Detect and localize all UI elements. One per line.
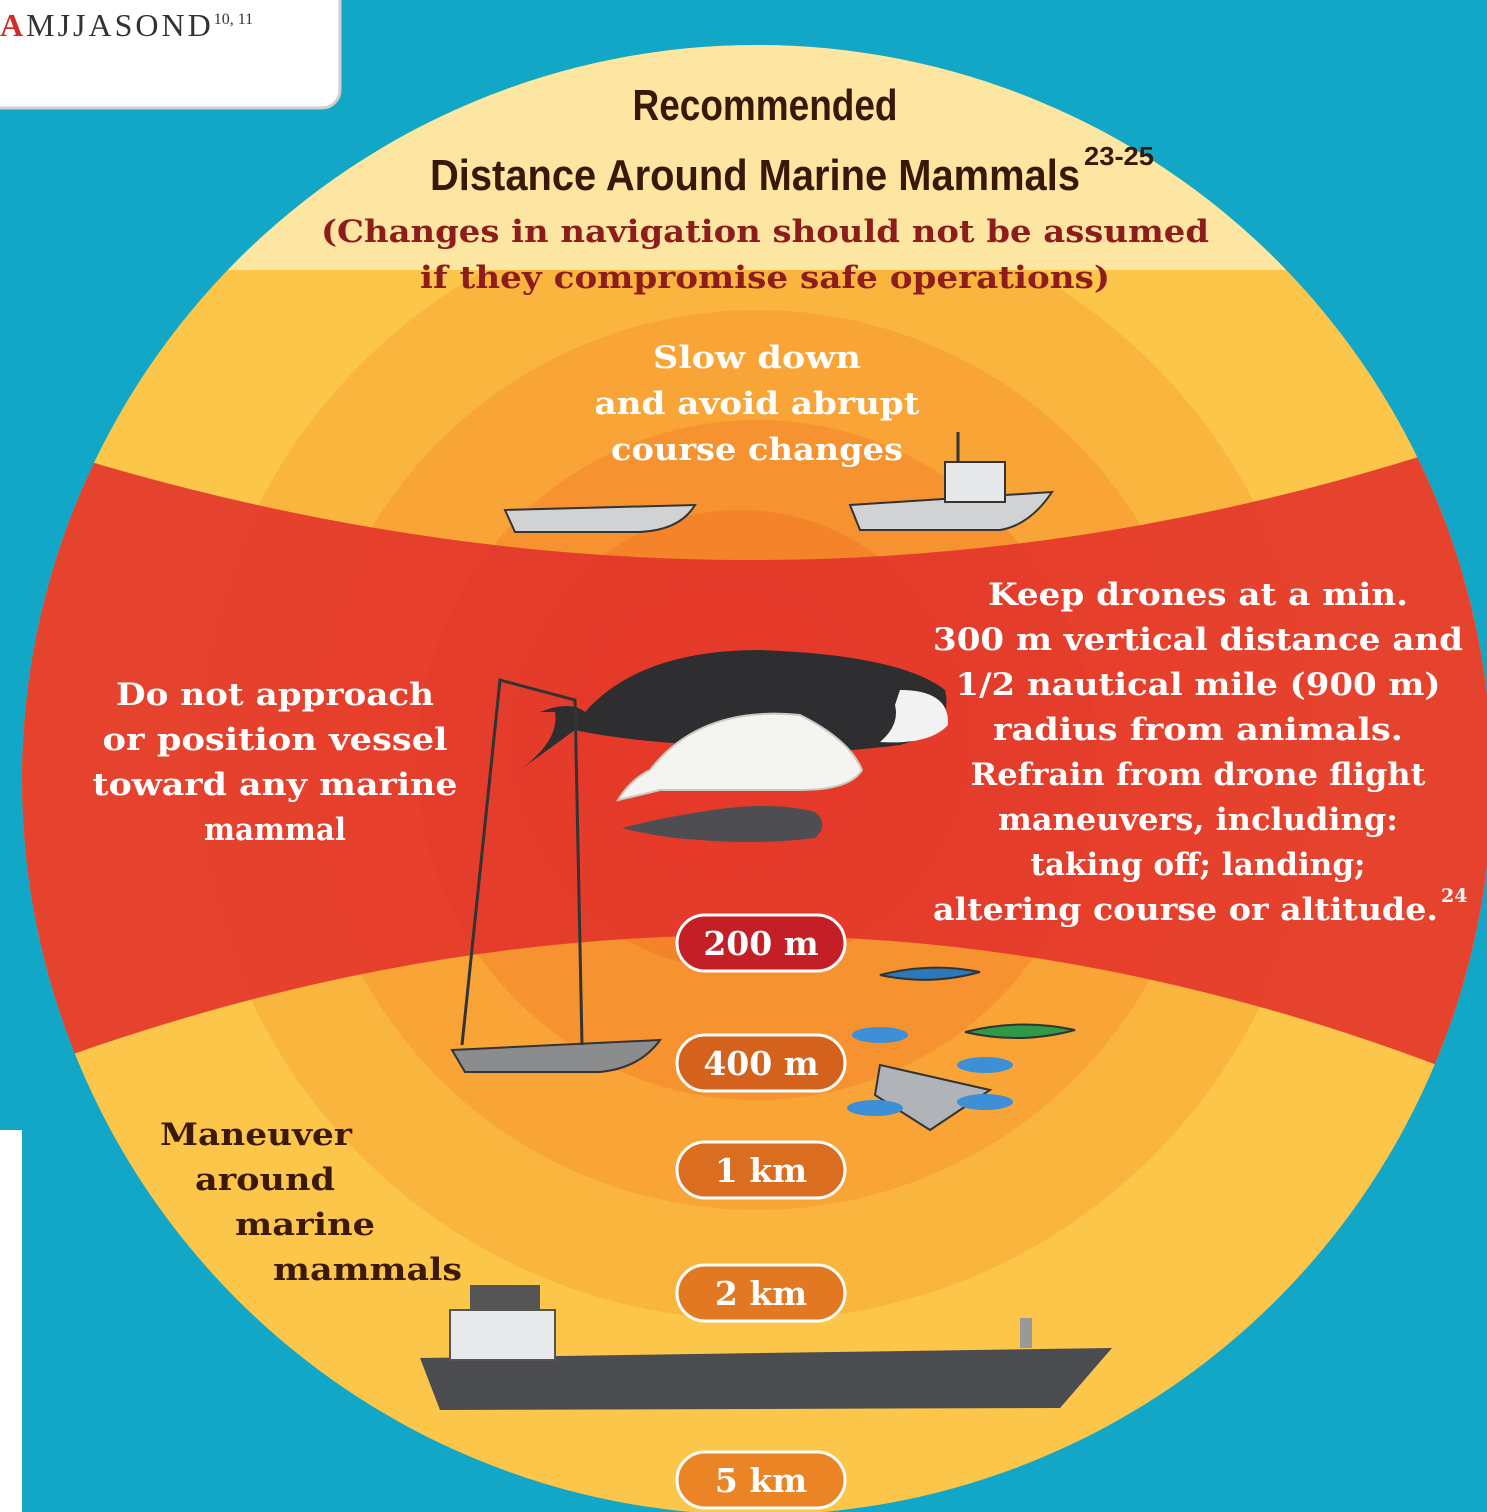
zone-text: taking off; landing; xyxy=(1031,847,1366,883)
distance-label: 1 km xyxy=(715,1151,807,1190)
drone-rotor xyxy=(957,1057,1013,1073)
zone-text: maneuvers, including: xyxy=(998,802,1398,838)
distance-label: 2 km xyxy=(715,1274,807,1313)
title-ref: 23-25 xyxy=(1084,141,1154,171)
page: Recommended Distance Around Marine Mamma… xyxy=(0,0,1487,1512)
drone-rotor xyxy=(957,1094,1013,1110)
zone-text: altering course or altitude. xyxy=(933,892,1438,928)
zone-text: around xyxy=(195,1162,335,1198)
side-panel xyxy=(0,1130,22,1512)
drone-rotor xyxy=(847,1100,903,1116)
tanker-mast xyxy=(1020,1318,1032,1348)
zone-text: toward any marine xyxy=(93,767,458,803)
zone-text: and avoid abrupt xyxy=(595,386,921,422)
zone-text: mammal xyxy=(204,812,346,848)
zone-text: radius from animals. xyxy=(993,712,1403,748)
zone-text: or position vessel xyxy=(103,722,448,758)
title-line: Recommended xyxy=(633,81,898,130)
distance-label: 200 m xyxy=(703,924,818,963)
zone-ref: 24 xyxy=(1441,885,1467,907)
subtitle-line: (Changes in navigation should not be ass… xyxy=(321,214,1209,250)
zone-text: marine xyxy=(235,1207,375,1243)
distance-label: 5 km xyxy=(715,1461,807,1500)
page-body: AMJJASOND10, 11 Recommended Distance Aro… xyxy=(0,0,1487,1512)
distance-label: 400 m xyxy=(703,1044,818,1083)
zone-text: 300 m vertical distance and xyxy=(933,622,1463,658)
zone-text: Keep drones at a min. xyxy=(988,577,1408,613)
infographic: AMJJASOND10, 11 Recommended Distance Aro… xyxy=(0,0,1487,1512)
zone-text: course changes xyxy=(611,432,903,468)
zone-text: 1/2 nautical mile (900 m) xyxy=(956,667,1441,703)
calendar-ref: 10, 11 xyxy=(214,11,253,28)
zone-text: Slow down xyxy=(653,340,861,376)
drone-rotor xyxy=(852,1027,908,1043)
boat-cabin xyxy=(945,462,1005,502)
highlight-month: A xyxy=(0,7,26,43)
tanker-funnel xyxy=(470,1285,540,1310)
tanker-bridge xyxy=(450,1310,555,1360)
zone-text: mammals xyxy=(273,1252,462,1288)
zone-text: Do not approach xyxy=(116,677,434,713)
zone-text: Refrain from drone flight xyxy=(971,757,1427,793)
title-line: Distance Around Marine Mammals xyxy=(430,151,1080,200)
skiff xyxy=(505,505,695,532)
months: MJJASOND xyxy=(26,7,214,43)
subtitle-line: if they compromise safe operations) xyxy=(420,260,1110,296)
zone-text: Maneuver xyxy=(160,1117,353,1153)
